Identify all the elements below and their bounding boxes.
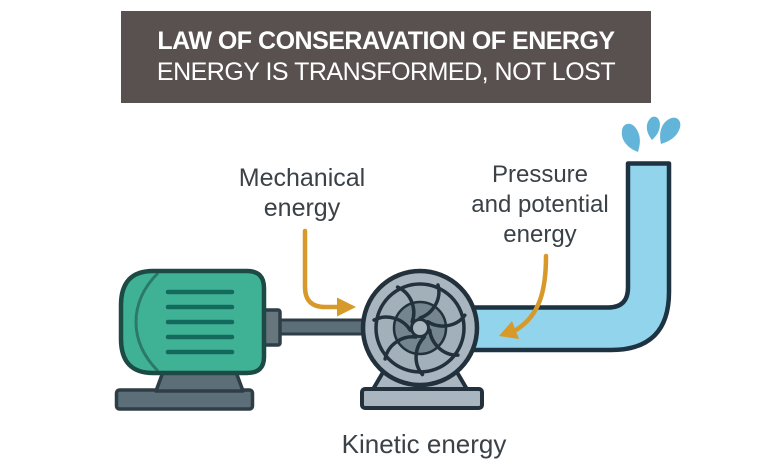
water-splash-icon bbox=[621, 116, 681, 152]
motor-fins bbox=[165, 289, 235, 355]
impeller-blades bbox=[372, 283, 467, 377]
mechanical-energy-label-line1: Mechanical bbox=[238, 164, 366, 192]
pressure-energy-label-line2: and potential bbox=[471, 191, 609, 218]
title-banner: LAW OF CONSERAVATION OF ENERGY ENERGY IS… bbox=[121, 11, 651, 103]
pressure-energy-label-line1: Pressure bbox=[491, 161, 589, 188]
pump-base bbox=[360, 387, 484, 410]
banner-title: LAW OF CONSERAVATION OF ENERGY bbox=[157, 27, 615, 55]
pressure-energy-label: Pressure and potential energy bbox=[440, 160, 640, 250]
mechanical-energy-label-line2: energy bbox=[263, 194, 341, 222]
pressure-energy-arrow-icon bbox=[499, 253, 549, 339]
mechanical-energy-label: Mechanical energy bbox=[202, 163, 402, 223]
kinetic-energy-label: Kinetic energy bbox=[341, 429, 507, 459]
centrifugal-pump-illustration bbox=[360, 268, 484, 410]
motor-end-cap-line bbox=[134, 271, 160, 373]
banner-subtitle: ENERGY IS TRANSFORMED, NOT LOST bbox=[156, 58, 616, 86]
electric-motor-illustration bbox=[114, 268, 377, 411]
mechanical-energy-arrow-icon bbox=[302, 228, 356, 317]
motor-base bbox=[114, 388, 255, 411]
impeller-hub bbox=[410, 318, 430, 338]
pressure-energy-label-line3: energy bbox=[503, 221, 577, 248]
motor-shaft bbox=[278, 318, 377, 336]
